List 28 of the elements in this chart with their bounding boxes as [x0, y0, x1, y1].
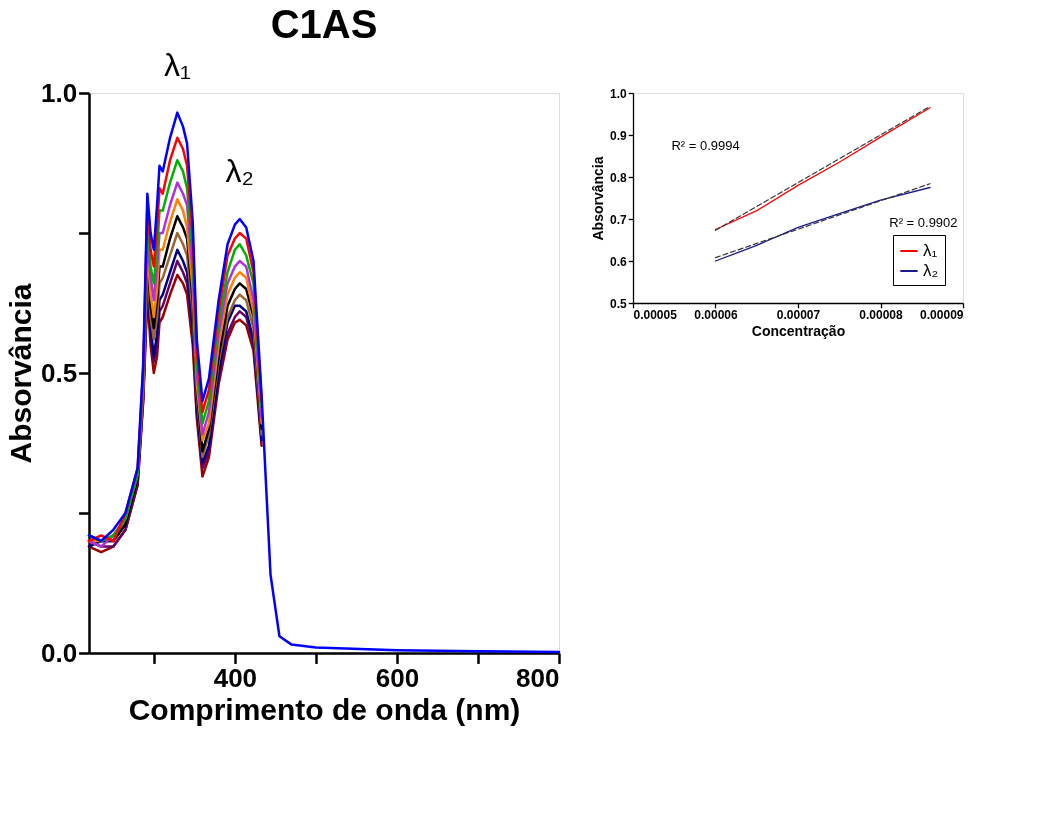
y-tick-label: 0.8 — [610, 170, 628, 185]
annotation: R² = 0.9994 — [671, 137, 740, 153]
x-tick-label: 0.00007 — [776, 308, 821, 323]
annotation: λ₁ — [163, 46, 191, 83]
x-tick-label: 400 — [213, 662, 258, 693]
y-axis-title: Absorvância — [590, 156, 607, 241]
x-tick-label: 0.00006 — [694, 308, 739, 323]
annotation: λ₂ — [225, 153, 254, 189]
x-axis-title: Comprimento de onda (nm) — [128, 692, 521, 726]
legend-label: λ₂ — [923, 261, 939, 280]
y-tick-label: 0.5 — [610, 296, 628, 311]
x-tick-label: 600 — [375, 662, 420, 693]
y-tick-label: 1.0 — [40, 77, 78, 108]
y-tick-label: 1.0 — [610, 86, 628, 101]
x-tick-label: 0.00009 — [920, 308, 964, 323]
y-tick-label: 0.7 — [610, 212, 628, 227]
x-axis-title: Concentração — [751, 323, 846, 340]
legend-label: λ₁ — [923, 241, 938, 260]
y-axis-title: Absorvância — [3, 283, 37, 464]
y-tick-label: 0.0 — [40, 637, 78, 668]
y-tick-label: 0.9 — [610, 128, 628, 143]
y-tick-label: 0.6 — [610, 254, 628, 269]
y-tick-label: 0.5 — [40, 357, 78, 388]
x-tick-label: 800 — [516, 662, 560, 693]
x-tick-label: 0.00005 — [633, 308, 678, 323]
annotation: R² = 0.9902 — [889, 215, 958, 231]
chart-title: C1AS — [270, 1, 378, 46]
x-tick-label: 0.00008 — [859, 308, 904, 323]
